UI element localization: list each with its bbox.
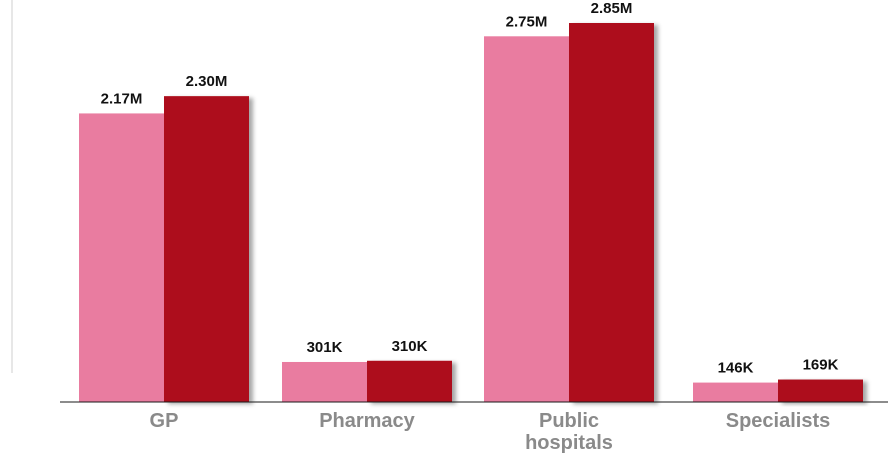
labels-layer: 2.17M 2.30M GP 301K 310K Pharmacy 2.75M 2.85M Pu… (101, 0, 839, 454)
data-label: 310K (392, 338, 428, 355)
category-label-line: Specialists (726, 410, 831, 432)
category-label-gp: GP (150, 410, 179, 432)
bar-gp-series-2 (164, 96, 249, 402)
data-label: 2.75M (506, 13, 548, 30)
data-label: 2.85M (591, 0, 633, 17)
category-label-line: hospitals (525, 432, 613, 454)
category-label-line: Public (539, 410, 599, 432)
bars-layer (79, 23, 863, 402)
bar-pharmacy-series-1 (282, 361, 367, 402)
category-label-specialists: Specialists (726, 410, 831, 432)
bar-public-hospitals-series-1 (484, 36, 569, 402)
data-label: 2.17M (101, 90, 143, 107)
bar-specialists-series-1 (693, 382, 778, 402)
data-label: 2.30M (186, 73, 228, 90)
category-label-line: GP (150, 410, 179, 432)
category-label-public-hospitals: Public hospitals (525, 410, 613, 454)
bar-specialists-series-2 (778, 379, 863, 402)
category-label-pharmacy: Pharmacy (319, 410, 415, 432)
category-label-line: Pharmacy (319, 410, 415, 432)
data-label: 301K (307, 339, 343, 356)
data-label: 146K (718, 360, 754, 377)
bar-pharmacy-series-2 (367, 360, 452, 402)
data-label: 169K (803, 357, 839, 374)
bar-gp-series-1 (79, 113, 164, 402)
bar-public-hospitals-series-2 (569, 23, 654, 402)
